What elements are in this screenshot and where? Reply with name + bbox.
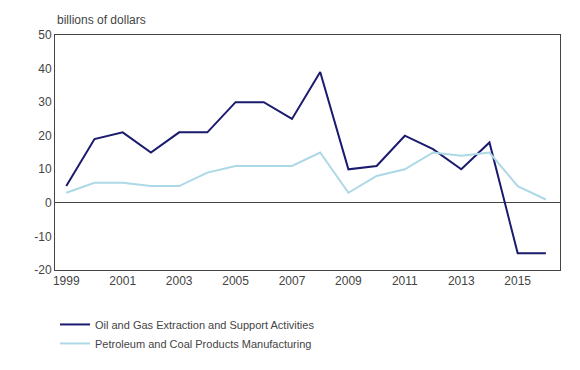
svg-text:-10: -10 <box>34 230 52 244</box>
svg-text:2011: 2011 <box>392 274 418 288</box>
svg-text:billions of dollars: billions of dollars <box>57 13 146 27</box>
svg-text:2015: 2015 <box>504 274 531 288</box>
svg-text:-20: -20 <box>34 263 52 277</box>
svg-text:2001: 2001 <box>109 274 136 288</box>
svg-text:10: 10 <box>38 162 52 176</box>
svg-text:20: 20 <box>38 129 52 143</box>
svg-text:Petroleum and Coal Products Ma: Petroleum and Coal Products Manufacturin… <box>95 338 311 350</box>
svg-text:2009: 2009 <box>335 274 362 288</box>
svg-text:30: 30 <box>38 95 52 109</box>
svg-text:Oil and Gas Extraction and Sup: Oil and Gas Extraction and Support Activ… <box>95 319 314 331</box>
svg-text:40: 40 <box>38 62 52 76</box>
svg-text:50: 50 <box>38 28 52 42</box>
svg-text:2007: 2007 <box>279 274 306 288</box>
svg-text:2003: 2003 <box>166 274 193 288</box>
svg-text:2013: 2013 <box>448 274 475 288</box>
svg-text:2005: 2005 <box>222 274 249 288</box>
svg-text:1999: 1999 <box>53 274 80 288</box>
svg-text:0: 0 <box>45 196 52 210</box>
